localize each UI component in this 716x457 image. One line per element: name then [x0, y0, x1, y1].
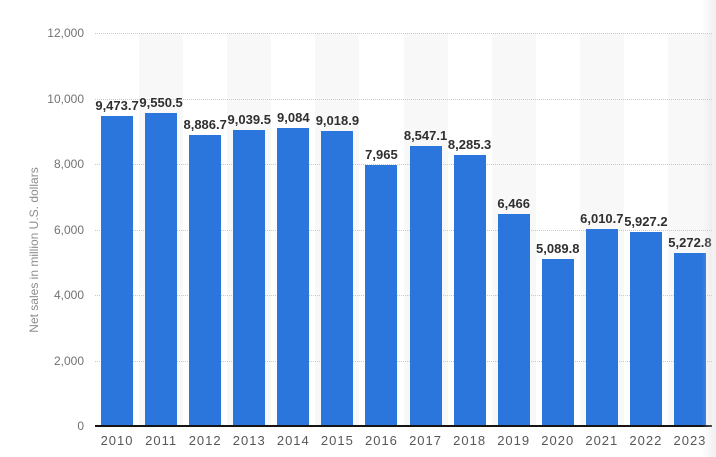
- x-axis-line: [95, 425, 712, 427]
- x-tick-label-2015: 2015: [320, 433, 354, 448]
- gridline: [95, 33, 712, 34]
- y-tick-label: 0: [77, 419, 84, 433]
- bar-value-label: 8,886.7: [183, 117, 227, 132]
- plot-area: 9,473.7 9,550.5 8,886.7 9,039.5 9,084 9,018.9…: [95, 33, 712, 426]
- bar-value-label: 5,927.2: [624, 214, 668, 229]
- bar-2010[interactable]: [101, 116, 134, 426]
- bar-2020[interactable]: [541, 259, 574, 426]
- x-tick-label-2019: 2019: [497, 433, 531, 448]
- bar-2019[interactable]: [497, 214, 530, 426]
- y-tick-label: 6,000: [53, 222, 84, 237]
- gridline: [95, 229, 712, 231]
- y-tick-label: 10,000: [47, 91, 84, 106]
- x-tick-label-2012: 2012: [188, 433, 222, 448]
- gridline: [95, 164, 712, 165]
- bar-2015[interactable]: [321, 131, 354, 426]
- gridline: [95, 98, 712, 100]
- bar-value-label: 8,285.3: [447, 137, 492, 152]
- bar-2016[interactable]: [365, 165, 398, 426]
- x-tick-label-2016: 2016: [364, 433, 398, 448]
- y-tick-label: 12,000: [47, 26, 84, 40]
- x-tick-label-2020: 2020: [541, 433, 575, 448]
- x-tick-label-2013: 2013: [232, 433, 266, 448]
- x-tick-label-2021: 2021: [585, 433, 619, 448]
- x-axis: 2010 2011 2012 2013 2014 2015 2016 2017 2018 2019…: [95, 433, 712, 453]
- bar-2022[interactable]: [629, 232, 662, 426]
- bar-value-label: 7,965: [365, 147, 398, 162]
- gridline: [95, 295, 712, 296]
- x-tick-label-2014: 2014: [276, 433, 310, 448]
- bar-value-label: 9,473.7: [95, 98, 139, 113]
- bar-value-label: 9,084: [277, 110, 310, 125]
- bar-2014[interactable]: [277, 128, 310, 426]
- x-tick-label-2022: 2022: [629, 433, 663, 448]
- bar-2017[interactable]: [409, 146, 442, 426]
- x-tick-label-2017: 2017: [409, 433, 442, 448]
- bar-value-label: 5,089.8: [536, 241, 580, 256]
- bar-2011[interactable]: [145, 113, 178, 426]
- bar-2018[interactable]: [453, 155, 486, 426]
- x-tick-label-2018: 2018: [453, 433, 487, 448]
- bar-2023[interactable]: [673, 253, 706, 426]
- y-axis: 0 2,000 4,000 6,000 8,000 10,000 12,000: [0, 0, 84, 457]
- y-tick-label: 2,000: [53, 353, 84, 368]
- y-tick-label: 8,000: [53, 157, 84, 171]
- y-tick-label: 4,000: [53, 288, 84, 302]
- gridline: [95, 360, 712, 362]
- x-tick-label-2023: 2023: [673, 433, 707, 448]
- bar-2012[interactable]: [189, 135, 222, 426]
- bar-2021[interactable]: [585, 229, 618, 426]
- x-tick-label-2011: 2011: [145, 433, 178, 448]
- bar-2013[interactable]: [233, 130, 266, 426]
- x-tick-label-2010: 2010: [100, 433, 134, 448]
